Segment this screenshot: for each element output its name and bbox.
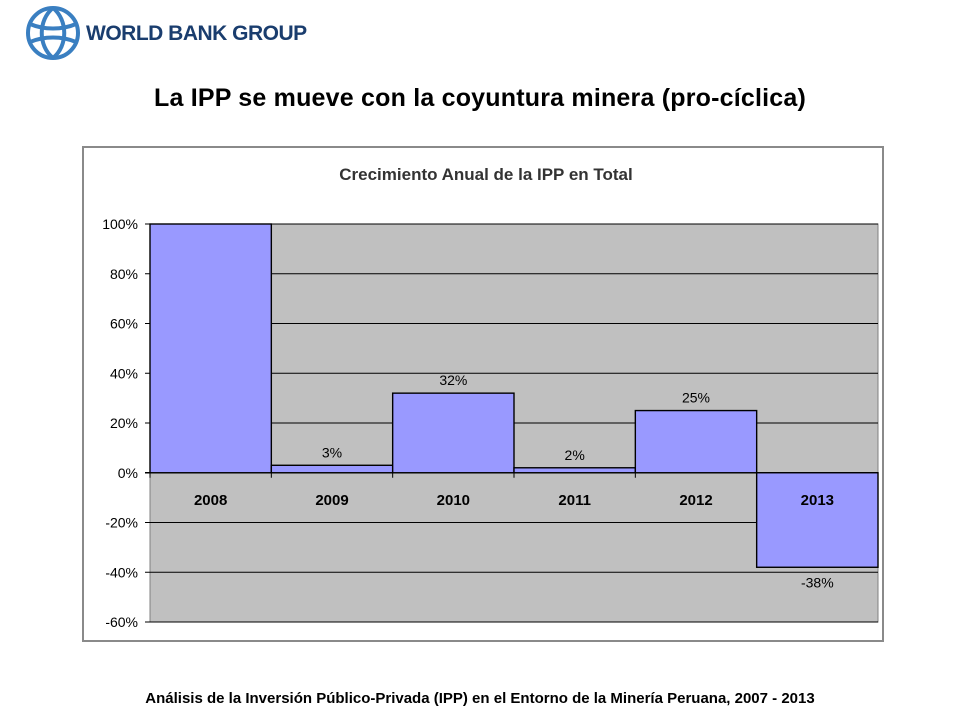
- slide-title: La IPP se mueve con la coyuntura minera …: [153, 84, 807, 112]
- data-label: 25%: [682, 390, 710, 406]
- y-tick-label: 100%: [102, 216, 138, 232]
- bar-2013: [755, 472, 879, 568]
- chart-frame: Crecimiento Anual de la IPP en Total 100…: [82, 146, 884, 642]
- bar-chart: Crecimiento Anual de la IPP en Total 100…: [102, 165, 879, 630]
- bar-2009: [270, 464, 394, 474]
- x-tick-label: 2010: [437, 492, 470, 509]
- footer-caption: Análisis de la Inversión Público-Privada…: [145, 690, 815, 707]
- bar-2010: [391, 392, 515, 474]
- data-label: 32%: [439, 372, 467, 388]
- y-tick-label: 60%: [110, 316, 138, 332]
- data-label: -38%: [801, 574, 834, 590]
- x-tick-label: 2008: [194, 492, 227, 509]
- y-tick-label: -20%: [105, 515, 138, 531]
- logo-text: WORLD BANK GROUP: [86, 22, 307, 45]
- y-tick-label: 40%: [110, 365, 138, 381]
- data-label: 2%: [565, 447, 585, 463]
- x-tick-label: 2011: [558, 492, 591, 509]
- x-tick-label: 2013: [801, 492, 834, 509]
- x-tick-label: 2009: [315, 492, 348, 509]
- bar-2012: [634, 409, 758, 474]
- chart-title: Crecimiento Anual de la IPP en Total: [339, 165, 632, 184]
- world-bank-logo: WORLD BANK GROUP: [18, 0, 307, 66]
- data-label: 3%: [322, 444, 342, 460]
- y-tick-label: 0%: [118, 465, 138, 481]
- y-tick-label: -40%: [105, 564, 138, 580]
- bar-2011: [513, 467, 637, 474]
- y-tick-label: 80%: [110, 266, 138, 282]
- y-tick-label: -60%: [105, 614, 138, 630]
- y-tick-label: 20%: [110, 415, 138, 431]
- x-tick-label: 2012: [679, 492, 712, 509]
- bar-2008: [149, 223, 273, 474]
- globe-icon: [26, 6, 80, 60]
